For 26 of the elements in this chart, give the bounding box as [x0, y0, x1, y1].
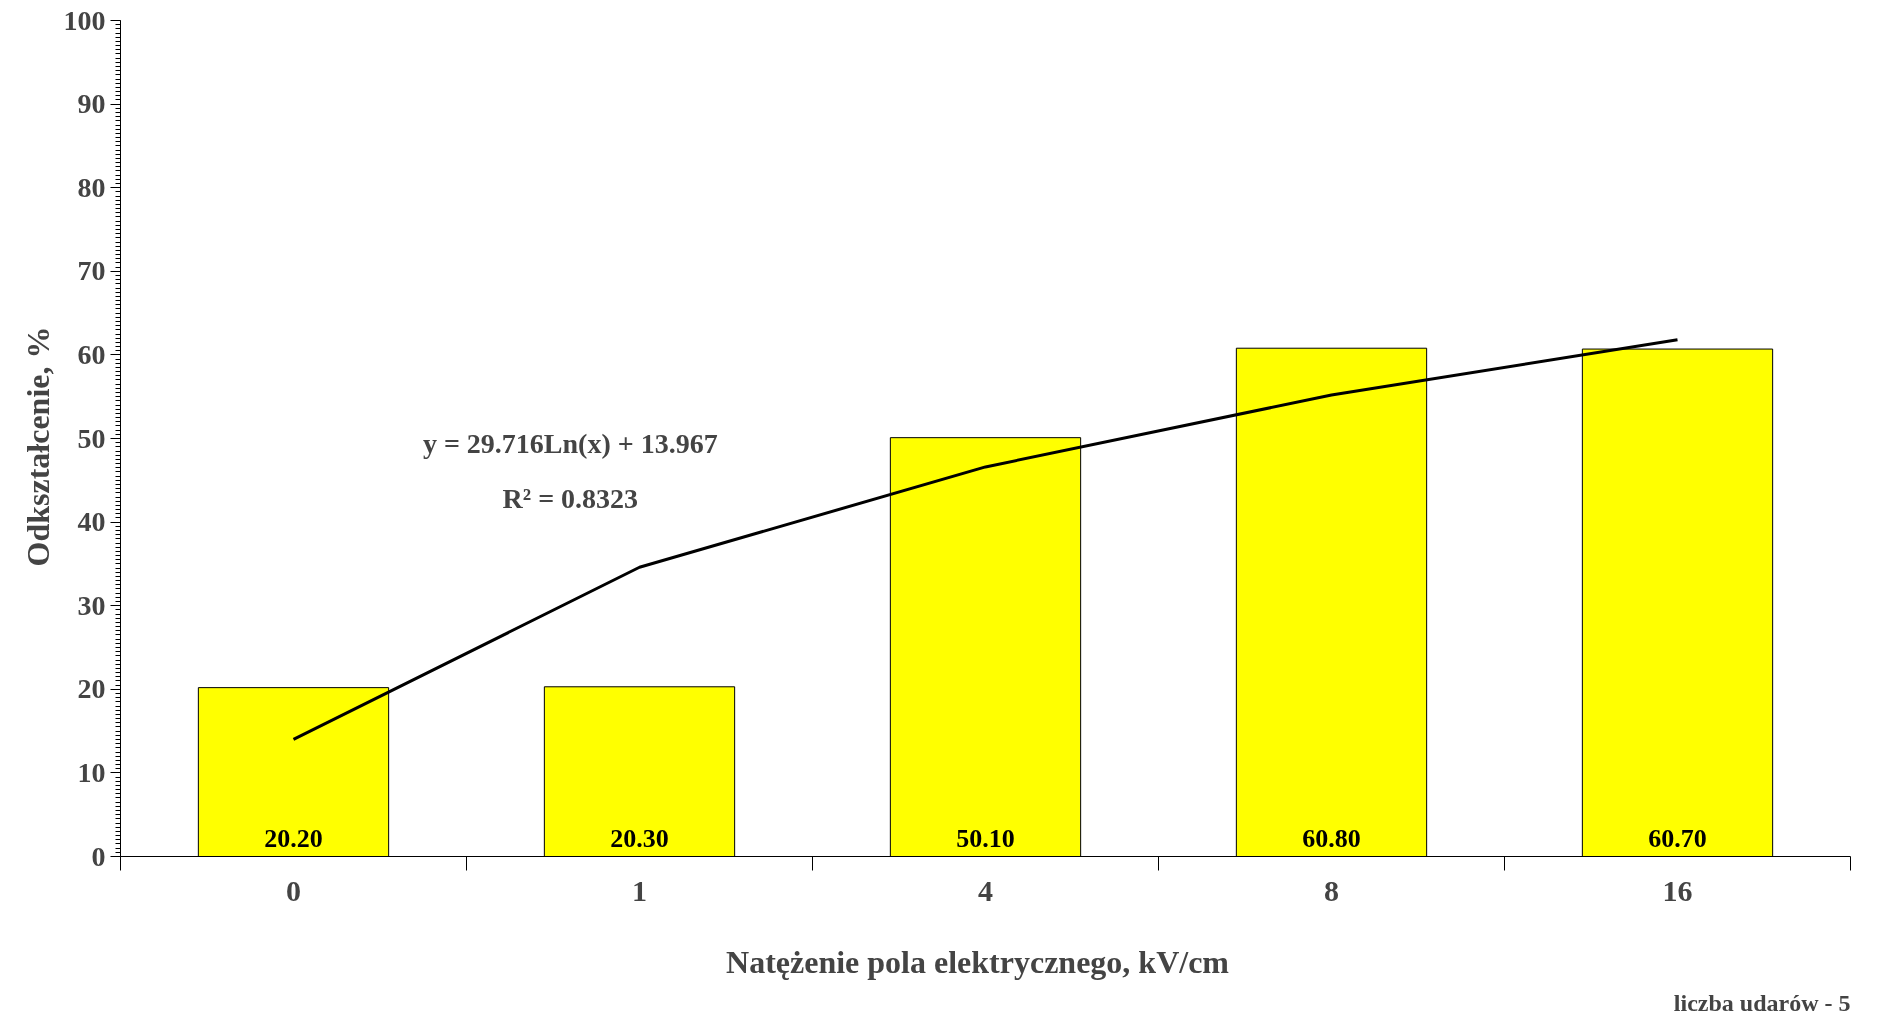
- data-label: 20.20: [264, 823, 323, 853]
- x-axis-title: Natężenie pola elektrycznego, kV/cm: [726, 943, 1230, 980]
- x-tick-label: 0: [286, 873, 301, 907]
- x-tick-label: 16: [1662, 873, 1693, 907]
- y-tick-label: 20: [77, 673, 106, 705]
- y-tick-label: 80: [77, 171, 106, 203]
- annotation: R² = 0.8323: [502, 482, 639, 514]
- y-tick-label: 70: [77, 255, 106, 287]
- data-label: 20.30: [610, 823, 669, 853]
- y-tick-label: 50: [77, 422, 106, 454]
- y-tick-label: 60: [77, 338, 106, 370]
- y-tick-label: 10: [77, 756, 106, 788]
- annotation: y = 29.716Ln(x) + 13.967: [422, 428, 718, 460]
- text: liczba udarów - 5: [1673, 989, 1851, 1016]
- x-tick-label: 4: [978, 873, 993, 907]
- x-tick-label: 1: [632, 873, 647, 907]
- y-tick-label: 30: [77, 589, 106, 621]
- y-tick-label: 0: [91, 840, 106, 872]
- y-tick-label: 100: [63, 4, 106, 36]
- y-tick-label: 90: [77, 88, 106, 120]
- y-tick-label: 40: [77, 506, 106, 538]
- x-tick-label: 8: [1324, 873, 1339, 907]
- data-label: 50.10: [956, 823, 1015, 853]
- y-axis-title: Odkształcenie, %: [19, 326, 56, 567]
- data-label: 60.80: [1302, 823, 1361, 853]
- data-label: 60.70: [1648, 823, 1707, 853]
